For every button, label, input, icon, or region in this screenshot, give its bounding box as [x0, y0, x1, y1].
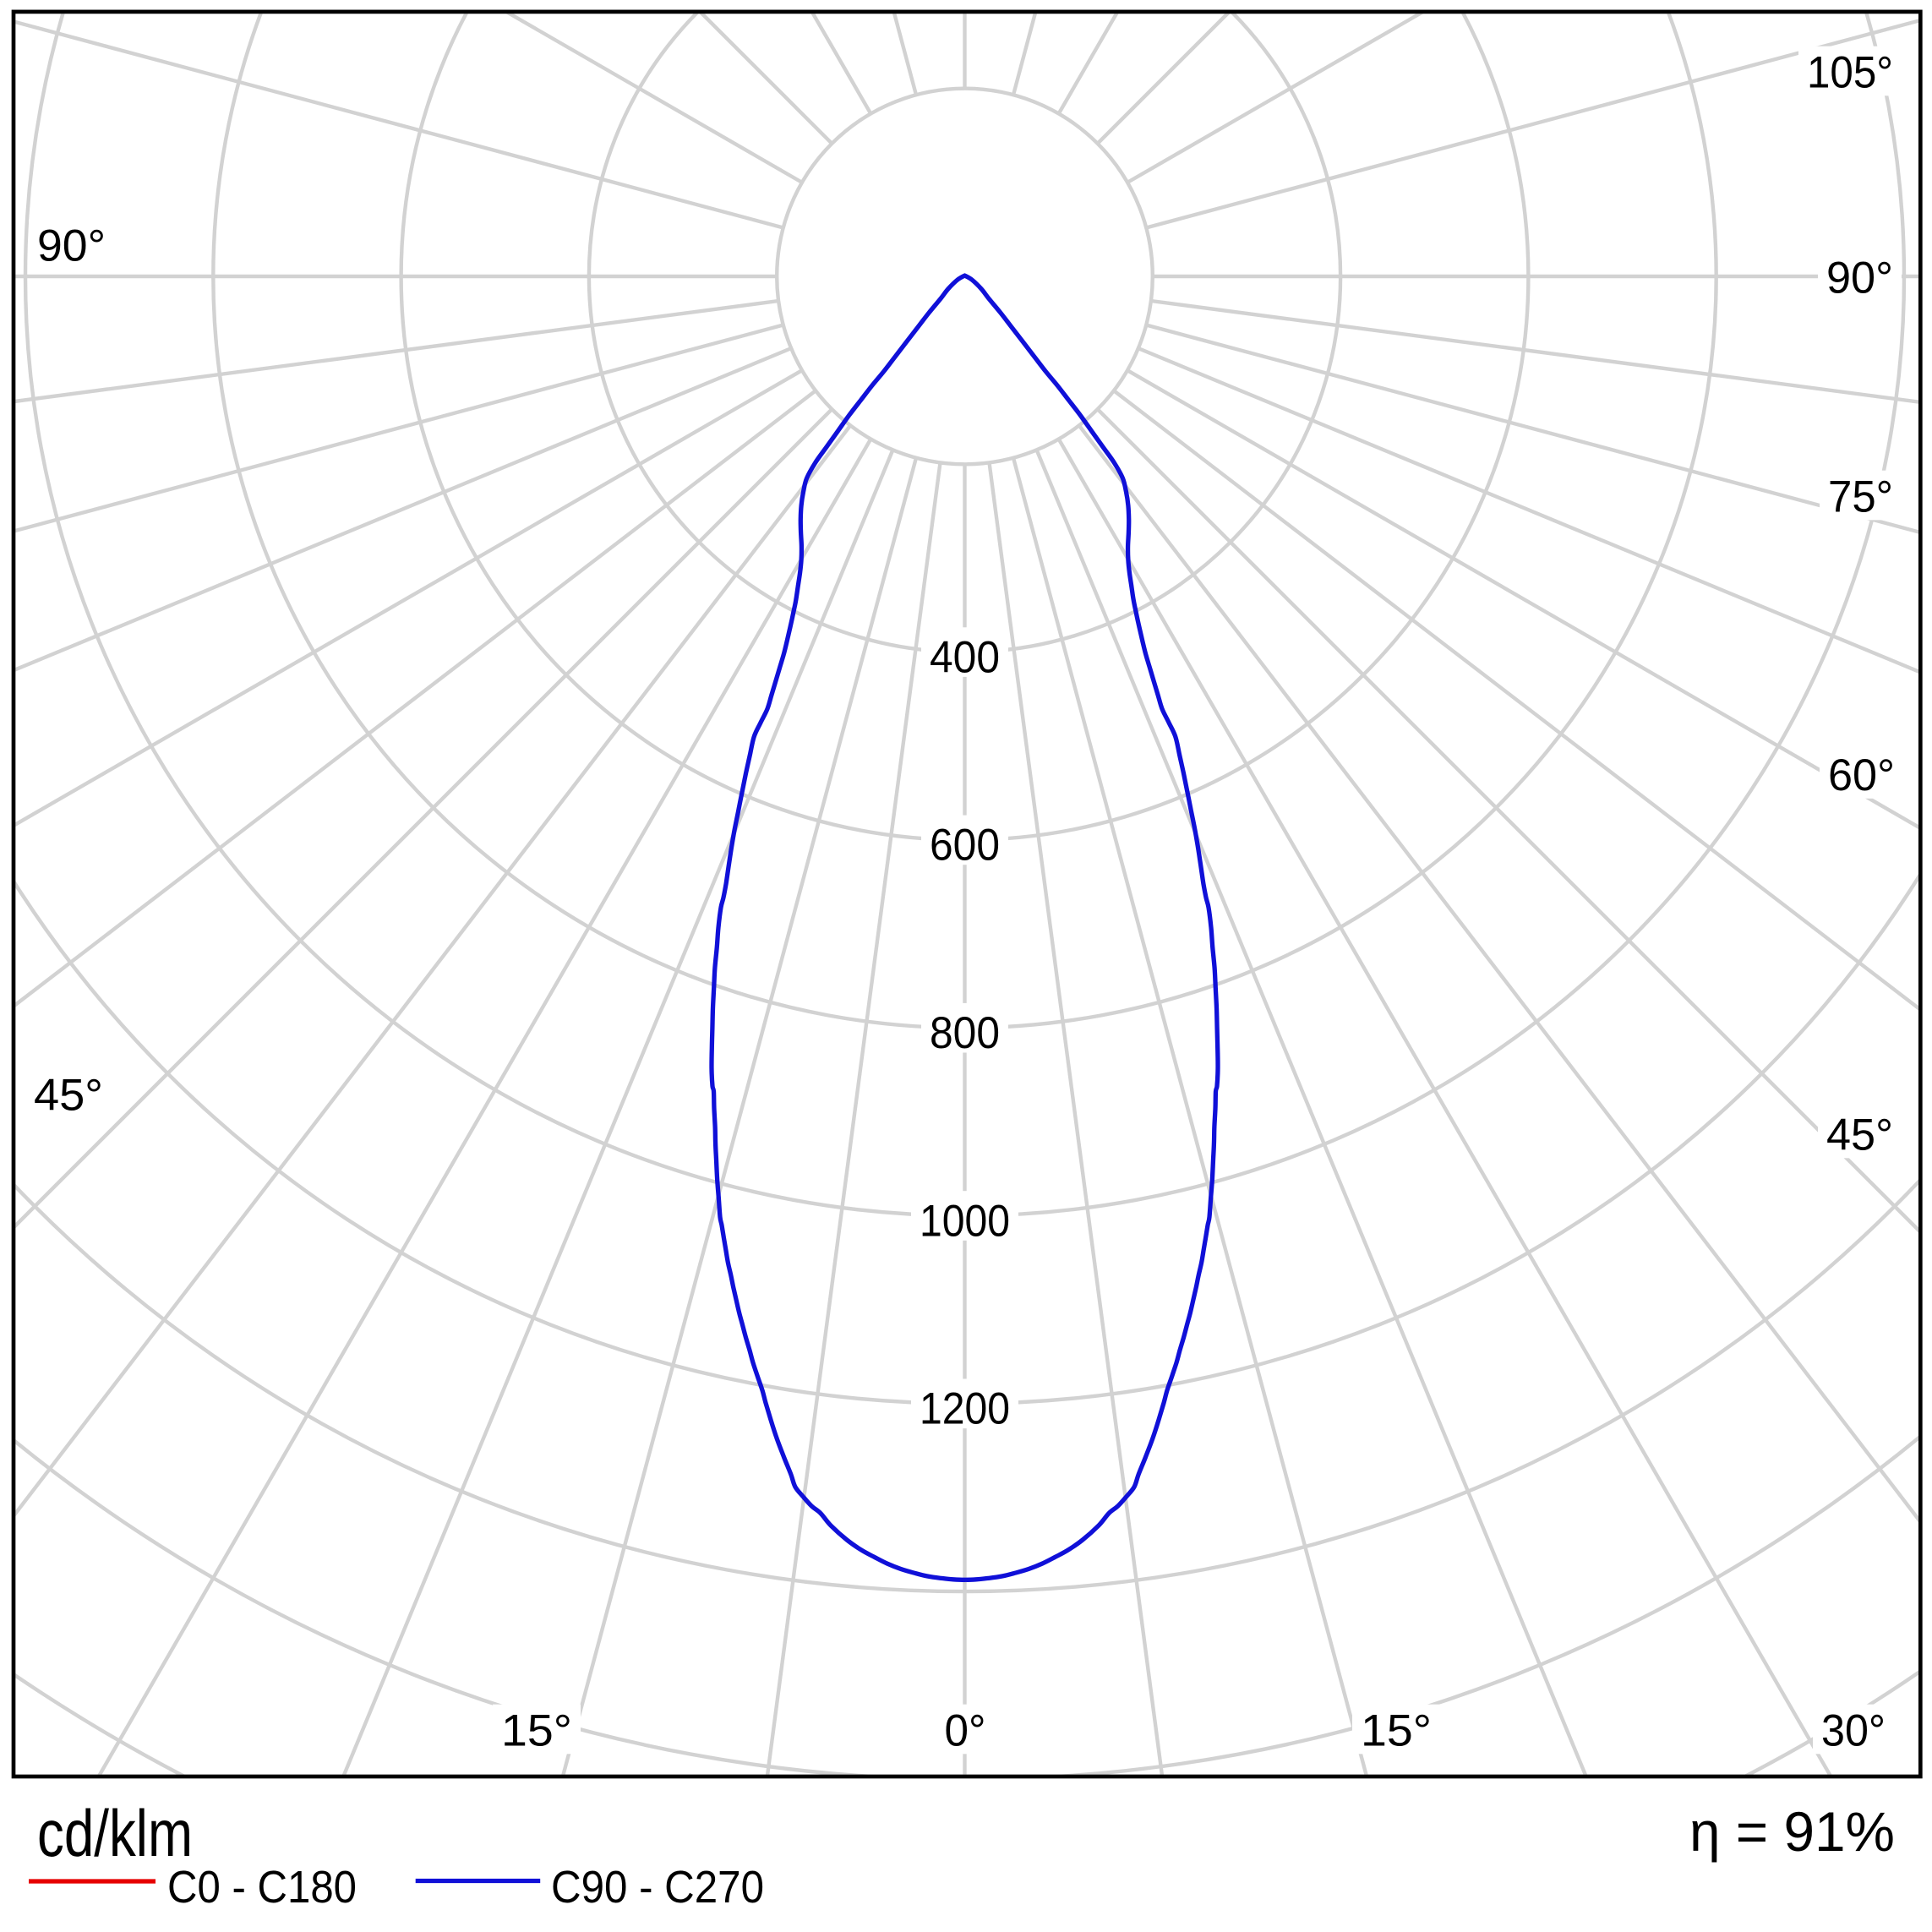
svg-text:45°: 45°: [1826, 1110, 1893, 1160]
svg-text:600: 600: [930, 821, 1000, 870]
svg-text:75°: 75°: [1828, 472, 1893, 521]
svg-text:800: 800: [930, 1008, 1000, 1058]
svg-text:0°: 0°: [945, 1706, 986, 1755]
svg-text:90°: 90°: [1826, 253, 1893, 303]
svg-text:60°: 60°: [1828, 750, 1895, 800]
svg-text:15°: 15°: [501, 1706, 572, 1755]
svg-text:C90 - C270: C90 - C270: [551, 1862, 764, 1913]
svg-text:1000: 1000: [920, 1196, 1010, 1246]
svg-text:cd/klm: cd/klm: [37, 1796, 193, 1870]
svg-text:30°: 30°: [1821, 1706, 1886, 1755]
svg-text:400: 400: [930, 632, 1000, 682]
svg-text:η = 91%: η = 91%: [1689, 1800, 1895, 1863]
svg-text:1200: 1200: [920, 1384, 1010, 1434]
svg-text:C0 - C180: C0 - C180: [167, 1862, 357, 1913]
svg-text:105°: 105°: [1807, 47, 1893, 97]
svg-text:45°: 45°: [34, 1070, 103, 1120]
svg-text:90°: 90°: [37, 221, 106, 270]
svg-text:15°: 15°: [1361, 1706, 1432, 1755]
